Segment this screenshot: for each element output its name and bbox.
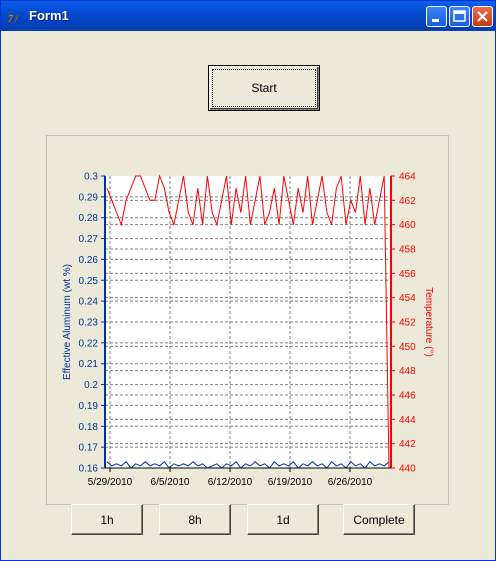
left-axis-tick-label: 0.25 — [79, 276, 99, 287]
x-tick-label: 5/29/2010 — [88, 477, 133, 488]
minimize-icon — [432, 19, 439, 22]
left-axis-tick-label: 0.24 — [79, 297, 99, 308]
right-axis-tick-label: 452 — [399, 318, 416, 329]
chart-panel: 5/29/2010 6/5/2010 6/12/2010 6/19/2010 6/26/… — [46, 135, 449, 505]
right-axis-tick-label: 464 — [399, 172, 416, 183]
left-axis-tick-label: 0.27 — [79, 234, 99, 245]
right-axis-tick-label: 444 — [399, 415, 416, 426]
left-axis-tick-label: 0.22 — [79, 338, 99, 349]
left-axis-tick-label: 0.21 — [79, 359, 99, 370]
series-line-right — [106, 174, 390, 469]
left-axis-tick-label: 0.18 — [79, 422, 99, 433]
svg-text:/: / — [14, 14, 19, 25]
right-axis-title: Temperature (°) — [423, 287, 434, 357]
left-axis-tick-label: 0.28 — [79, 213, 99, 224]
minimize-button[interactable] — [426, 6, 447, 27]
series-line-left — [106, 460, 390, 469]
form-client-area: Start 5/29/2010 6/5/2010 6/12/2010 6/19/201… — [4, 31, 492, 557]
right-axis-tick-label: 440 — [399, 464, 416, 475]
left-axis-tick-label: 0.16 — [79, 464, 99, 475]
range-complete-button[interactable]: Complete — [343, 504, 415, 535]
svg-text:7: 7 — [8, 14, 14, 25]
right-axis-tick-label: 458 — [399, 245, 416, 256]
close-icon — [477, 11, 488, 22]
left-axis-tick-label: 0.26 — [79, 255, 99, 266]
close-button[interactable] — [472, 6, 493, 27]
right-axis-tick-label: 460 — [399, 220, 416, 231]
window-title: Form1 — [29, 8, 69, 23]
x-tick-label: 6/5/2010 — [151, 477, 190, 488]
left-axis-tick-label: 0.2 — [84, 380, 98, 391]
title-bar[interactable]: 7 / Form1 — [1, 1, 495, 31]
x-tick-label: 6/12/2010 — [208, 477, 253, 488]
left-axis-tick-label: 0.17 — [79, 443, 99, 454]
left-axis-tick-label: 0.29 — [79, 192, 99, 203]
left-axis-title: Effective Aluminum (wt %) — [62, 264, 73, 380]
right-axis-tick-label: 456 — [399, 269, 416, 280]
x-tick-label: 6/19/2010 — [268, 477, 313, 488]
start-button[interactable]: Start — [208, 65, 320, 111]
maximize-icon — [453, 10, 466, 22]
x-tick-label: 6/26/2010 — [328, 477, 373, 488]
range-8h-button[interactable]: 8h — [159, 504, 231, 535]
left-axis-tick-label: 0.23 — [79, 318, 99, 329]
right-axis-tick-label: 448 — [399, 366, 416, 377]
left-axis-tick-label: 0.19 — [79, 401, 99, 412]
right-axis-tick-label: 442 — [399, 439, 416, 450]
app-icon: 7 / — [8, 14, 20, 25]
left-axis-tick-label: 0.3 — [84, 172, 98, 183]
right-axis-tick-label: 450 — [399, 342, 416, 353]
range-1h-button[interactable]: 1h — [71, 504, 143, 535]
trend-chart: 5/29/2010 6/5/2010 6/12/2010 6/19/2010 6/26/… — [62, 172, 434, 489]
maximize-button[interactable] — [449, 6, 470, 27]
right-axis-tick-label: 454 — [399, 293, 416, 304]
right-axis-tick-label: 462 — [399, 196, 416, 207]
right-axis-tick-label: 446 — [399, 391, 416, 402]
range-1d-button[interactable]: 1d — [247, 504, 319, 535]
